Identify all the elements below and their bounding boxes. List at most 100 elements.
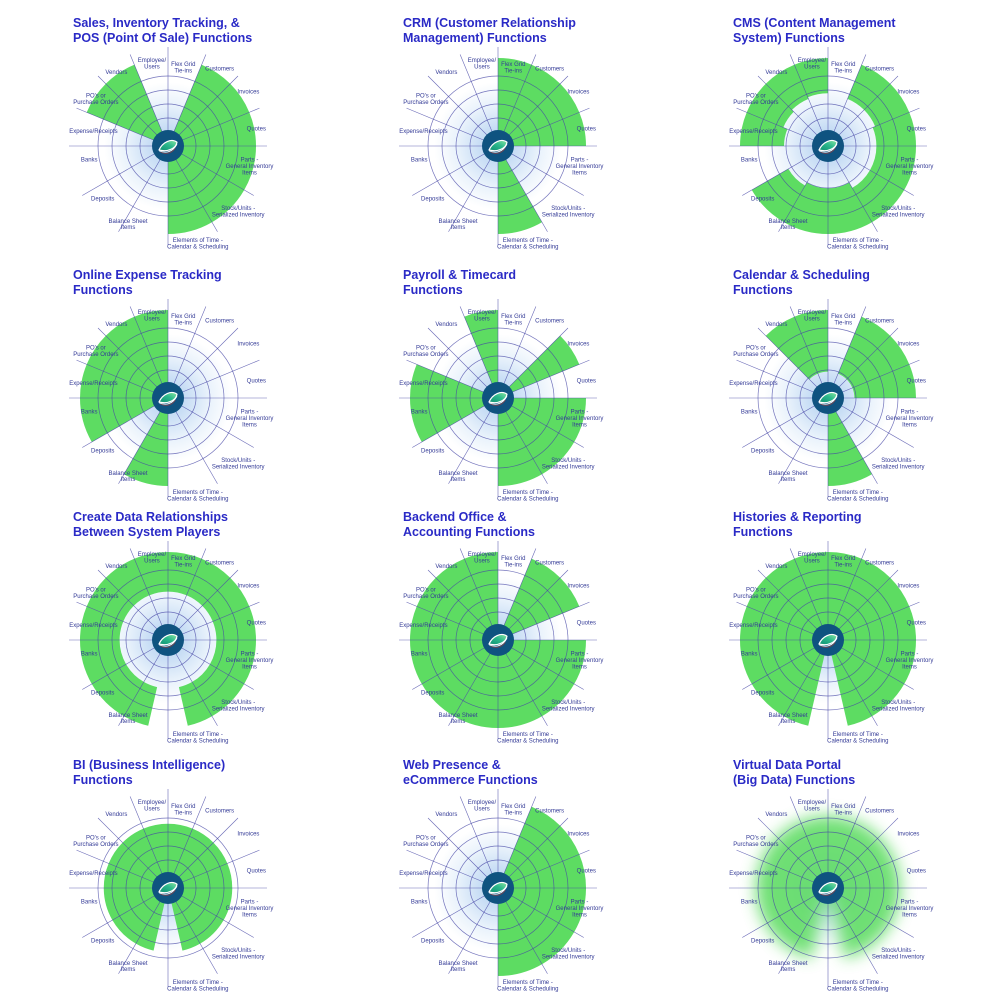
function-chart-cell-6: Calendar & Scheduling Functions Flex Gri… [665, 260, 995, 510]
svg-text:Expense/Receipts: Expense/Receipts [729, 623, 777, 629]
svg-text:Purchase Orders: Purchase Orders [403, 100, 448, 106]
svg-text:Expense/Receipts: Expense/Receipts [729, 129, 777, 135]
svg-text:Quotes: Quotes [247, 868, 266, 874]
svg-text:Items: Items [242, 912, 257, 918]
svg-text:Users: Users [804, 64, 820, 70]
svg-text:Vendors: Vendors [765, 564, 787, 570]
svg-text:Calendar & Scheduling: Calendar & Scheduling [827, 496, 888, 502]
svg-text:Deposits: Deposits [91, 690, 114, 696]
svg-text:Deposits: Deposits [751, 938, 774, 944]
svg-text:Elements of Time -: Elements of Time - [173, 238, 223, 244]
svg-text:Tie-ins: Tie-ins [174, 320, 192, 326]
svg-text:Serialized Inventory: Serialized Inventory [542, 954, 595, 960]
svg-text:Invoices: Invoices [237, 831, 259, 837]
svg-text:Customers: Customers [205, 808, 234, 814]
svg-text:Flex Grid: Flex Grid [501, 62, 525, 68]
svg-text:Elements of Time -: Elements of Time - [833, 238, 883, 244]
svg-text:Parts -: Parts - [241, 157, 259, 163]
svg-text:Customers: Customers [535, 808, 564, 814]
svg-text:Parts -: Parts - [571, 651, 589, 657]
svg-text:Balance Sheet: Balance Sheet [769, 961, 808, 967]
function-chart-cell-5: Payroll & Timecard Functions Flex Grid Ti… [335, 260, 665, 510]
function-chart-cell-8: Backend Office & Accounting Functions Fl… [335, 502, 665, 752]
svg-text:General Inventory: General Inventory [226, 906, 274, 912]
svg-text:Elements of Time -: Elements of Time - [503, 238, 553, 244]
svg-text:Serialized Inventory: Serialized Inventory [872, 464, 925, 470]
svg-text:Quotes: Quotes [577, 126, 596, 132]
svg-text:Serialized Inventory: Serialized Inventory [212, 212, 265, 218]
svg-text:Serialized Inventory: Serialized Inventory [212, 706, 265, 712]
function-chart-cell-2: CRM (Customer Relationship Management) F… [335, 8, 665, 258]
svg-text:Balance Sheet: Balance Sheet [439, 471, 478, 477]
svg-text:Quotes: Quotes [907, 620, 926, 626]
svg-text:Parts -: Parts - [571, 157, 589, 163]
svg-text:Invoices: Invoices [237, 89, 259, 95]
svg-text:Expense/Receipts: Expense/Receipts [69, 623, 117, 629]
svg-text:PO's or: PO's or [86, 836, 106, 842]
svg-text:Invoices: Invoices [567, 341, 589, 347]
svg-text:Elements of Time -: Elements of Time - [503, 732, 553, 738]
svg-text:General Inventory: General Inventory [886, 658, 934, 664]
svg-text:Balance Sheet: Balance Sheet [439, 219, 478, 225]
chart-title: Calendar & Scheduling Functions [733, 268, 870, 297]
function-chart-cell-11: Web Presence & eCommerce Functions Flex … [335, 750, 665, 1000]
svg-text:General Inventory: General Inventory [556, 658, 604, 664]
svg-text:Calendar & Scheduling: Calendar & Scheduling [167, 244, 228, 250]
svg-text:Expense/Receipts: Expense/Receipts [399, 129, 447, 135]
svg-text:Customers: Customers [865, 560, 894, 566]
svg-text:Banks: Banks [741, 651, 758, 657]
svg-text:Stock/Units -: Stock/Units - [221, 948, 255, 954]
svg-text:Tie-ins: Tie-ins [834, 68, 852, 74]
svg-text:Expense/Receipts: Expense/Receipts [69, 871, 117, 877]
svg-text:Deposits: Deposits [421, 690, 444, 696]
svg-text:Parts -: Parts - [901, 651, 919, 657]
svg-text:Vendors: Vendors [435, 70, 457, 76]
svg-text:General Inventory: General Inventory [226, 164, 274, 170]
svg-text:Flex Grid: Flex Grid [171, 314, 195, 320]
svg-text:Serialized Inventory: Serialized Inventory [542, 464, 595, 470]
svg-text:Banks: Banks [411, 899, 428, 905]
svg-text:Purchase Orders: Purchase Orders [403, 594, 448, 600]
svg-text:PO's or: PO's or [746, 588, 766, 594]
svg-text:Deposits: Deposits [421, 938, 444, 944]
svg-text:Customers: Customers [535, 560, 564, 566]
svg-text:Customers: Customers [865, 318, 894, 324]
svg-text:Expense/Receipts: Expense/Receipts [69, 381, 117, 387]
svg-text:Calendar & Scheduling: Calendar & Scheduling [167, 738, 228, 744]
chart-title: CRM (Customer Relationship Management) F… [403, 16, 576, 45]
svg-text:Users: Users [804, 806, 820, 812]
svg-text:Balance Sheet: Balance Sheet [109, 471, 148, 477]
svg-text:Flex Grid: Flex Grid [501, 804, 525, 810]
svg-text:Quotes: Quotes [907, 868, 926, 874]
svg-text:Parts -: Parts - [901, 899, 919, 905]
svg-text:PO's or: PO's or [86, 346, 106, 352]
svg-text:Calendar & Scheduling: Calendar & Scheduling [497, 496, 558, 502]
svg-text:Customers: Customers [865, 808, 894, 814]
svg-text:Balance Sheet: Balance Sheet [439, 961, 478, 967]
chart-title: Histories & Reporting Functions [733, 510, 862, 539]
chart-title: BI (Business Intelligence) Functions [73, 758, 226, 787]
svg-text:PO's or: PO's or [86, 94, 106, 100]
svg-text:Flex Grid: Flex Grid [171, 804, 195, 810]
svg-text:Flex Grid: Flex Grid [831, 804, 855, 810]
svg-text:PO's or: PO's or [416, 346, 436, 352]
svg-text:General Inventory: General Inventory [886, 906, 934, 912]
svg-text:Employee/: Employee/ [468, 552, 497, 558]
svg-text:Tie-ins: Tie-ins [504, 320, 522, 326]
svg-text:Users: Users [804, 316, 820, 322]
svg-text:Items: Items [572, 912, 587, 918]
svg-text:Items: Items [451, 477, 466, 483]
svg-text:Deposits: Deposits [421, 196, 444, 202]
svg-text:Serialized Inventory: Serialized Inventory [872, 212, 925, 218]
svg-text:Purchase Orders: Purchase Orders [73, 842, 118, 848]
svg-text:Stock/Units -: Stock/Units - [221, 458, 255, 464]
function-chart-cell-10: BI (Business Intelligence) Functions Fle… [5, 750, 335, 1000]
svg-text:Expense/Receipts: Expense/Receipts [69, 129, 117, 135]
function-chart-cell-12: Virtual Data Portal (Big Data) Functions… [665, 750, 995, 1000]
svg-text:Elements of Time -: Elements of Time - [503, 980, 553, 986]
svg-text:Employee/: Employee/ [138, 552, 167, 558]
svg-text:Parts -: Parts - [571, 409, 589, 415]
